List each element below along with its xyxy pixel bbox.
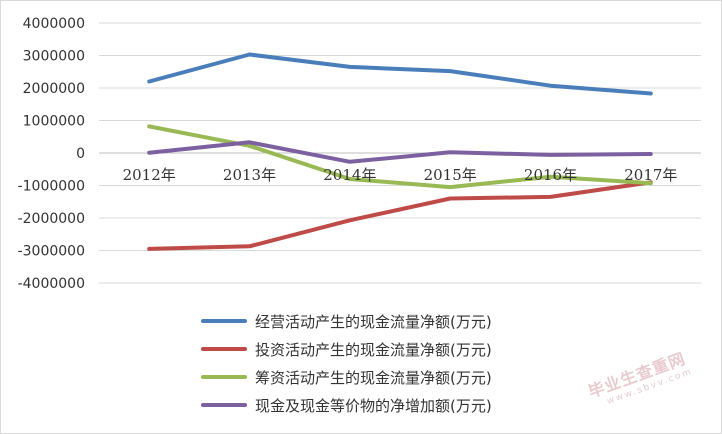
y-tick-label: 2000000 <box>23 81 85 97</box>
legend-label-3: 筹资活动产生的现金流量净额(万元) <box>255 369 492 387</box>
y-tick-label: -2000000 <box>18 211 85 227</box>
gridlines <box>99 22 701 284</box>
legend-label-1: 经营活动产生的现金流量净额(万元) <box>255 313 492 331</box>
x-tick-label: 2017年 <box>624 166 677 184</box>
y-tick-label: 0 <box>76 146 85 162</box>
y-tick-label: -1000000 <box>18 179 85 195</box>
x-tick-label: 2014年 <box>323 166 376 184</box>
series-line-2 <box>147 180 653 251</box>
y-tick-label: -4000000 <box>18 276 85 292</box>
legend: 经营活动产生的现金流量净额(万元) 投资活动产生的现金流量净额(万元) 筹资活动产生… <box>201 313 492 415</box>
y-tick-label: -3000000 <box>18 244 85 260</box>
legend-label-4: 现金及现金等价物的净增加额(万元) <box>255 397 492 415</box>
y-tick-label: 1000000 <box>23 114 85 130</box>
x-tick-label: 2013年 <box>223 166 276 184</box>
y-axis: 4000000 3000000 2000000 1000000 0 -1000000 -20… <box>18 16 85 292</box>
legend-label-2: 投资活动产生的现金流量净额(万元) <box>255 341 492 359</box>
series-line-4 <box>147 140 653 164</box>
x-axis: 2012年 2013年 2014年 2015年 2016年 2017年 <box>123 166 678 184</box>
y-tick-label: 4000000 <box>23 16 85 32</box>
series-lines <box>147 52 653 251</box>
x-tick-label: 2016年 <box>524 166 577 184</box>
x-tick-label: 2012年 <box>123 166 176 184</box>
x-tick-label: 2015年 <box>424 166 477 184</box>
y-tick-label: 3000000 <box>23 49 85 65</box>
series-line-1 <box>147 52 653 96</box>
